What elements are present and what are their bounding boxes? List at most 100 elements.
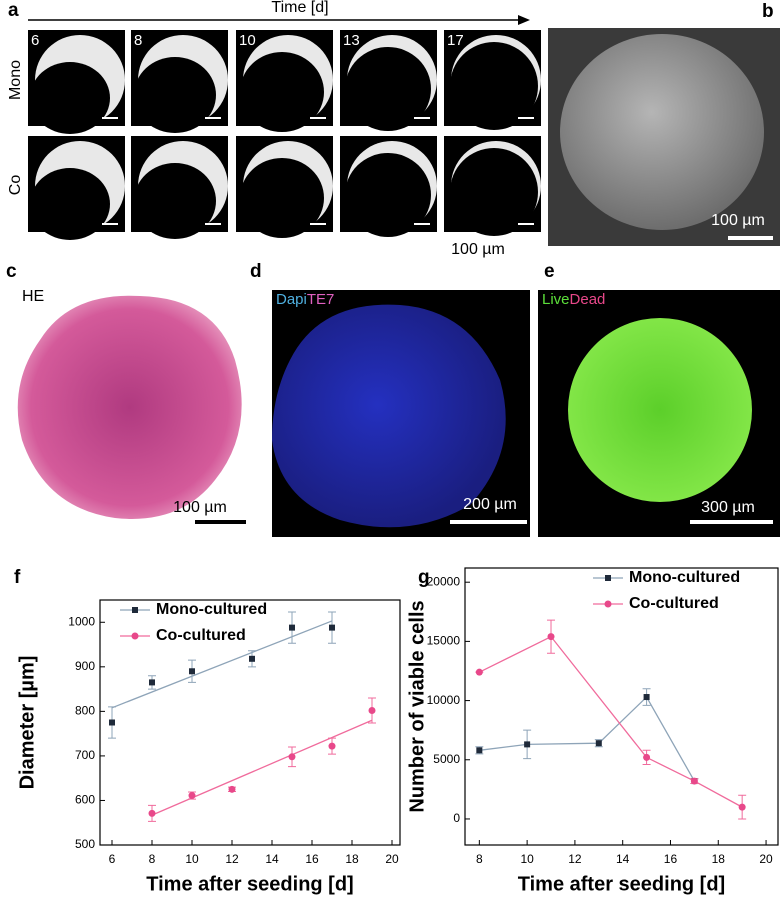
marker [368, 706, 376, 714]
spheroid [134, 57, 216, 133]
x-tick-label: 10 [185, 852, 199, 866]
marker [328, 742, 336, 750]
x-tick-label: 14 [265, 852, 279, 866]
marker [475, 668, 483, 676]
stain-te7: TE7 [307, 291, 335, 308]
legend-label: Mono-cultured [156, 601, 267, 618]
y-tick-label: 600 [75, 793, 95, 807]
legend-marker [132, 607, 138, 613]
fit-line [111, 620, 333, 709]
y-axis-title: Number of viable cells [406, 600, 428, 812]
day-label: 10 [239, 32, 256, 49]
marker [547, 633, 555, 641]
panel-label: e [544, 261, 555, 282]
stain-dapi: Dapi [276, 291, 307, 308]
micrograph-grid: 6 8 10 13 17 [28, 30, 541, 240]
day-label: 17 [447, 32, 464, 49]
y-tick-label: 15000 [427, 634, 461, 648]
tissue-section [17, 295, 242, 519]
plot-frame [464, 567, 779, 846]
spheroid [450, 148, 538, 236]
x-tick-label: 16 [305, 852, 319, 866]
marker [288, 753, 296, 761]
x-tick-label: 18 [712, 852, 726, 866]
panel-label: g [418, 567, 430, 588]
time-axis-label: Time [d] [271, 0, 328, 16]
day-label: 8 [134, 32, 142, 49]
x-tick-label: 8 [149, 852, 156, 866]
fit-line [151, 719, 373, 816]
marker [643, 694, 650, 701]
day-label: 6 [31, 32, 39, 49]
marker [189, 668, 195, 675]
x-tick-label: 8 [476, 852, 483, 866]
marker [109, 719, 115, 726]
x-tick-label: 20 [759, 852, 773, 866]
marker [738, 803, 746, 811]
y-tick-label: 5000 [433, 752, 460, 766]
marker [289, 624, 295, 631]
marker [228, 785, 236, 793]
spheroid [240, 52, 324, 132]
stain-label: DapiTE7 [276, 291, 334, 308]
scale-label: 100 µm [173, 499, 227, 516]
legend-label: Mono-cultured [629, 569, 740, 586]
x-tick-label: 12 [225, 852, 239, 866]
spheroid [134, 163, 216, 239]
panel-label: d [250, 261, 262, 282]
marker [149, 679, 155, 686]
spheroid [240, 158, 324, 238]
marker [249, 655, 255, 662]
spheroid [560, 34, 764, 230]
plot-frame [99, 599, 401, 846]
stain-dead: Dead [570, 291, 606, 308]
legend-label: Co-cultured [156, 627, 246, 644]
marker [524, 741, 531, 748]
row-label: Mono [7, 60, 24, 100]
marker [329, 624, 335, 631]
panel-label: a [8, 0, 19, 21]
scale-label: 300 µm [701, 499, 755, 516]
x-tick-label: 10 [520, 852, 534, 866]
scale-label: 100 µm [711, 212, 765, 229]
spheroid [272, 304, 506, 528]
marker [690, 777, 698, 785]
y-tick-label: 10000 [427, 693, 461, 707]
x-axis-title: Time after seeding [d] [518, 873, 725, 895]
scale-label: 200 µm [463, 496, 517, 513]
spheroid [345, 153, 431, 237]
spheroid [345, 47, 431, 131]
x-tick-label: 16 [664, 852, 678, 866]
x-tick-label: 12 [568, 852, 582, 866]
arrow-head [518, 15, 530, 25]
spheroid [30, 168, 110, 240]
stain-live: Live [542, 291, 570, 308]
legend-marker [605, 575, 611, 581]
y-tick-label: 0 [453, 811, 460, 825]
spheroid [568, 318, 752, 502]
y-tick-label: 700 [75, 748, 95, 762]
spheroid [30, 62, 110, 134]
y-tick-label: 900 [75, 659, 95, 673]
y-axis-title: Diameter [µm] [16, 656, 38, 790]
stain-label: LiveDead [542, 291, 605, 308]
x-axis-title: Time after seeding [d] [146, 873, 353, 895]
x-tick-label: 6 [109, 852, 116, 866]
series-line [479, 695, 695, 782]
marker [595, 740, 602, 747]
marker [643, 753, 651, 761]
x-tick-label: 20 [385, 852, 399, 866]
legend-marker [131, 632, 139, 640]
panel-label: c [6, 261, 17, 282]
legend-marker [604, 600, 612, 608]
stain-label: HE [22, 288, 44, 305]
marker [148, 809, 156, 817]
y-tick-label: 500 [75, 837, 95, 851]
series-line [479, 635, 743, 808]
spheroid [450, 42, 538, 130]
panel-label: b [762, 1, 774, 22]
marker [188, 792, 196, 800]
marker [476, 747, 483, 754]
y-tick-label: 800 [75, 704, 95, 718]
